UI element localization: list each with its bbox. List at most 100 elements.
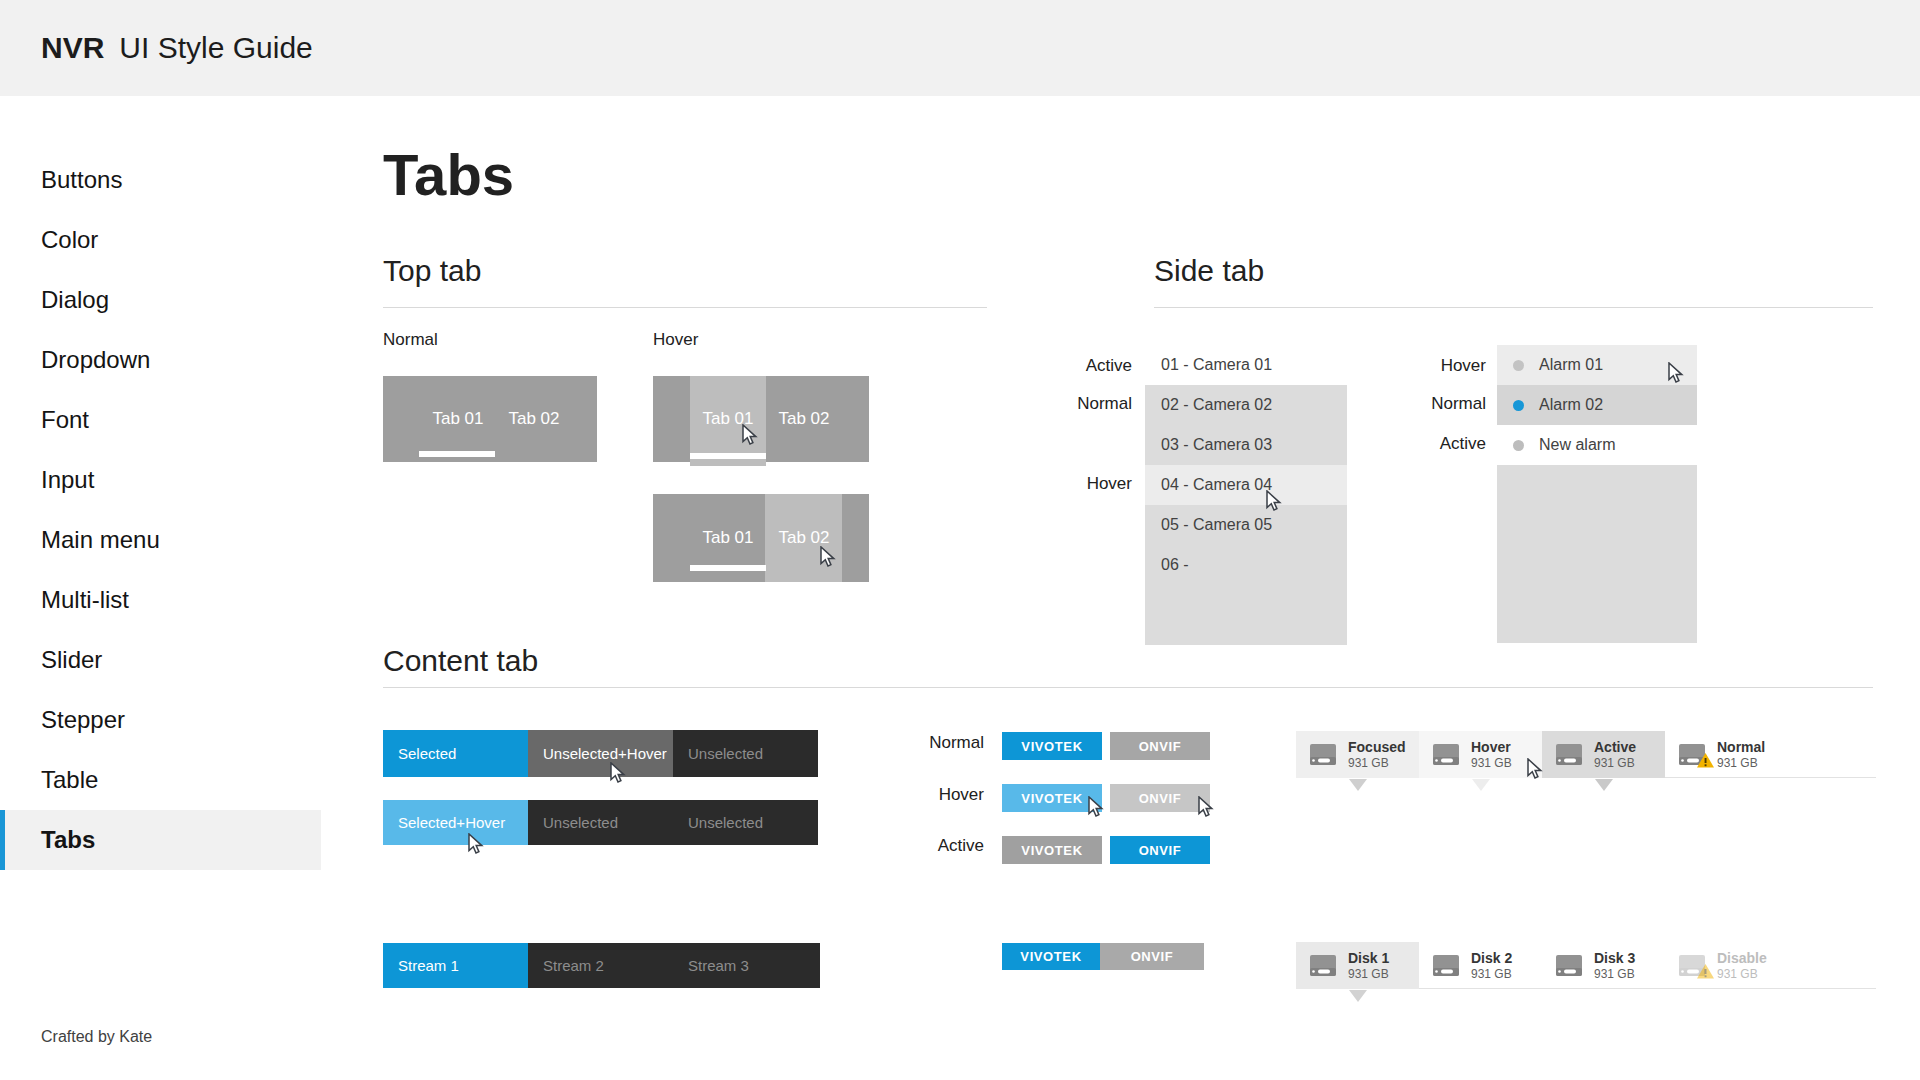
onvif-button-hover[interactable]: ONVIF [1110,784,1210,812]
disk-tab-disabled: Disable 931 GB [1665,942,1788,989]
state-label-normal: Normal [894,733,984,753]
disk-tab-name: Disk 1 [1348,950,1389,967]
tab-02[interactable]: Tab 02 [766,494,842,582]
content-tab-unselected[interactable]: Unselected [673,730,818,777]
disk-tab-disk1[interactable]: Disk 1 931 GB [1296,942,1419,989]
vivotek-button-inactive[interactable]: VIVOTEK [1002,836,1102,864]
alarm-list-item[interactable]: New alarm [1497,425,1697,465]
onvif-button-active[interactable]: ONVIF [1110,836,1210,864]
tab-pointer [1349,779,1367,791]
page-title: Tabs [383,145,514,205]
camera-list-item[interactable]: 01 - Camera 01 [1145,345,1347,385]
tab-pointer [1472,779,1490,791]
camera-side-tab-list: 01 - Camera 01 02 - Camera 02 03 - Camer… [1145,345,1347,645]
sidebar-item-dropdown[interactable]: Dropdown [0,330,321,390]
content-tab-selected-hover[interactable]: Selected+Hover [383,800,528,845]
sidebar-nav: Buttons Color Dialog Dropdown Font Input… [0,150,321,870]
vivotek-toggle-selected[interactable]: VIVOTEK [1002,943,1100,970]
hdd-icon [1556,744,1584,766]
stream-tab-1[interactable]: Stream 1 [383,943,528,988]
state-label-hover: Hover [1042,474,1132,494]
disk-tab-name: Disk 3 [1594,950,1635,967]
tab-02[interactable]: Tab 02 [496,376,572,462]
cursor-icon [818,546,836,568]
disk-tab-name: Focused [1348,739,1406,756]
disk-tab-focused[interactable]: Focused 931 GB [1296,731,1419,778]
hdd-icon [1433,955,1461,977]
disk-tab-row-states: Focused 931 GB Hover 931 GB Active 931 G… [1296,731,1876,778]
disk-tab-disk3[interactable]: Disk 3 931 GB [1542,942,1665,989]
top-tab-bar-normal: Tab 01 Tab 02 [383,376,597,462]
section-heading-side-tab: Side tab [1154,252,1264,290]
app-title: UI Style Guide [119,31,312,65]
selected-tab-indicator [419,451,495,457]
content-tab-selected[interactable]: Selected [383,730,528,777]
content-tab-bar-1: Selected Unselected+Hover Unselected [383,730,818,777]
onvif-toggle-unselected[interactable]: ONVIF [1100,943,1204,970]
section-heading-top-tab: Top tab [383,252,481,290]
cursor-icon [608,762,626,784]
vivotek-button-normal[interactable]: VIVOTEK [1002,732,1102,760]
tab-pointer [1595,779,1613,791]
sidebar-item-main-menu[interactable]: Main menu [0,510,321,570]
state-label-hover: Hover [653,330,698,350]
top-tab-bar-hover-unselected: Tab 01 Tab 02 [653,494,869,582]
content-tab-unselected-hover[interactable]: Unselected+Hover [528,730,673,777]
section-divider [383,307,987,308]
hdd-icon [1310,955,1338,977]
brand-logo: NVR [41,31,104,65]
state-label-normal: Normal [1396,394,1486,414]
alarm-list-item-label: Alarm 02 [1539,396,1603,414]
disk-tab-size: 931 GB [1348,967,1389,981]
sidebar-item-dialog[interactable]: Dialog [0,270,321,330]
alarm-list-item-label: Alarm 01 [1539,356,1603,374]
content-tab-unselected[interactable]: Unselected [528,800,673,845]
disk-tab-size: 931 GB [1471,967,1512,981]
tab-01[interactable]: Tab 01 [690,376,766,462]
sidebar-item-tabs[interactable]: Tabs [0,810,321,870]
sidebar-item-table[interactable]: Table [0,750,321,810]
state-label-active: Active [894,836,984,856]
camera-list-item[interactable]: 05 - Camera 05 [1145,505,1347,545]
disk-tab-active[interactable]: Active 931 GB [1542,731,1665,778]
state-label-normal: Normal [383,330,438,350]
disk-tab-name: Disk 2 [1471,950,1512,967]
stream-tab-2[interactable]: Stream 2 [528,943,673,988]
sidebar-item-multi-list[interactable]: Multi-list [0,570,321,630]
camera-list-item[interactable]: 02 - Camera 02 [1145,385,1347,425]
alarm-list-item[interactable]: Alarm 02 [1497,385,1697,425]
section-heading-content-tab: Content tab [383,642,538,680]
stream-tab-3[interactable]: Stream 3 [673,943,818,988]
sidebar-item-buttons[interactable]: Buttons [0,150,321,210]
disk-tab-size: 931 GB [1717,967,1767,981]
disk-tab-size: 931 GB [1348,756,1406,770]
alarm-status-dot [1513,440,1524,451]
disk-tab-size: 931 GB [1594,756,1636,770]
sidebar-item-stepper[interactable]: Stepper [0,690,321,750]
sidebar-item-slider[interactable]: Slider [0,630,321,690]
section-divider [1154,307,1873,308]
camera-list-item[interactable]: 06 - [1145,545,1347,585]
disk-tab-size: 931 GB [1717,756,1765,770]
disk-tab-disk2[interactable]: Disk 2 931 GB [1419,942,1542,989]
alarm-list-item-label: New alarm [1539,436,1615,454]
app-header: NVR UI Style Guide [0,0,1920,96]
disk-tab-name: Normal [1717,739,1765,756]
disk-tab-normal[interactable]: Normal 931 GB [1665,731,1788,778]
alarm-status-dot [1513,360,1524,371]
sidebar-item-color[interactable]: Color [0,210,321,270]
footer-credit: Crafted by Kate [41,1028,152,1046]
hdd-icon [1556,955,1584,977]
sidebar-item-input[interactable]: Input [0,450,321,510]
tab-02[interactable]: Tab 02 [766,376,842,462]
camera-list-item[interactable]: 03 - Camera 03 [1145,425,1347,465]
sidebar-item-font[interactable]: Font [0,390,321,450]
content-tab-unselected[interactable]: Unselected [673,800,818,845]
disk-tab-name: Disable [1717,950,1767,967]
onvif-button-normal[interactable]: ONVIF [1110,732,1210,760]
tab-01[interactable]: Tab 01 [420,376,496,462]
cursor-icon [1086,796,1104,818]
camera-list-item[interactable]: 04 - Camera 04 [1145,465,1347,505]
state-label-hover: Hover [894,785,984,805]
disk-tab-hover[interactable]: Hover 931 GB [1419,731,1542,778]
